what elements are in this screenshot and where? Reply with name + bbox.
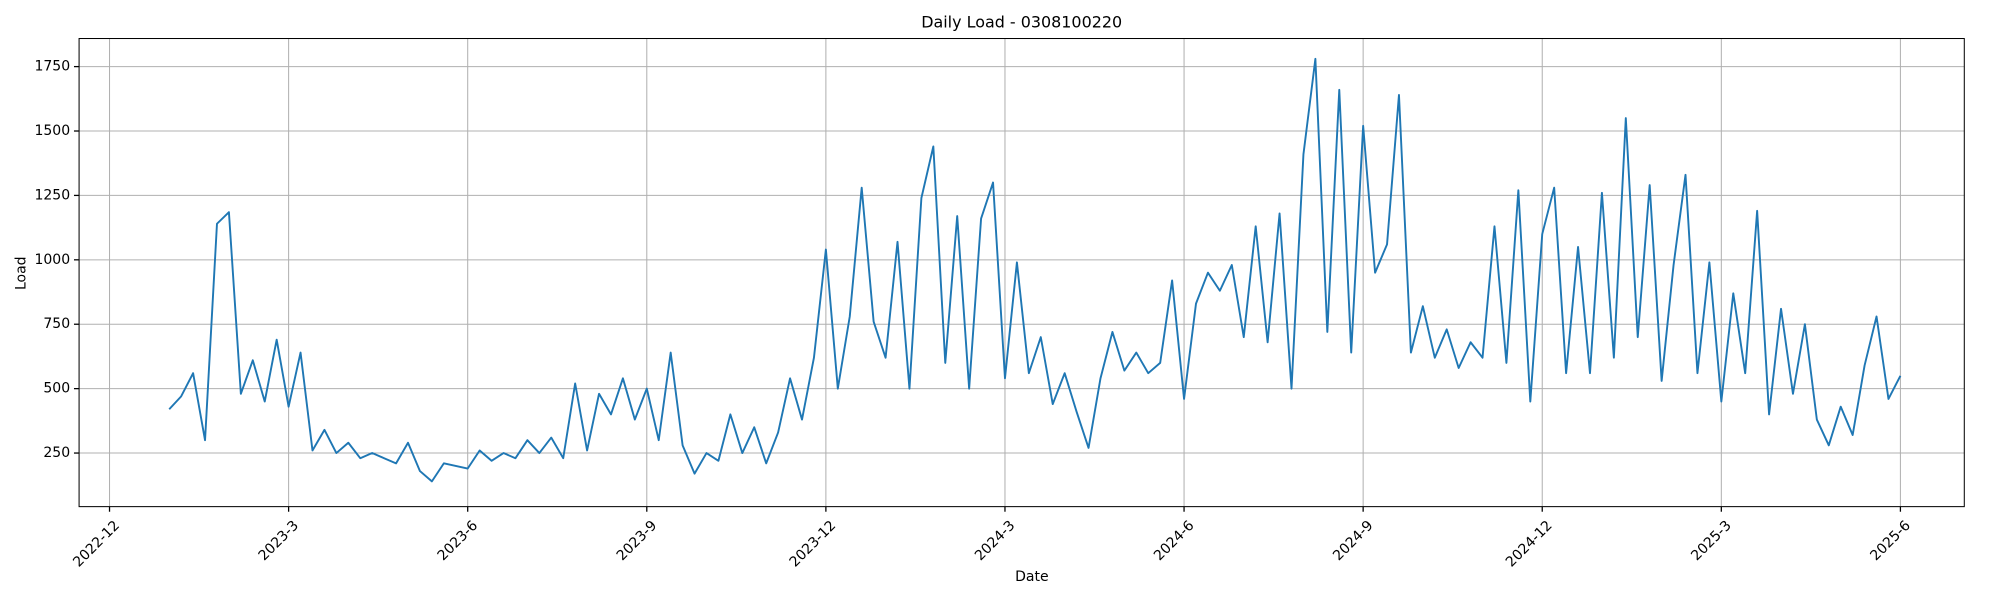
y-tick-label: 500 [43,381,70,397]
x-axis-label: Date [1015,569,1048,585]
plot-frame [78,38,1965,508]
y-axis-label: Load [14,256,30,290]
y-tick-label: 1000 [34,252,70,268]
y-tick-label: 1750 [34,59,70,75]
y-tick-label: 250 [43,445,70,461]
y-tick-label: 1250 [34,187,70,203]
y-tick-label: 1500 [34,123,70,139]
y-tick-label: 750 [43,316,70,332]
data-line [168,57,1902,483]
chart-title: Daily Load - 0308100220 [921,13,1122,32]
